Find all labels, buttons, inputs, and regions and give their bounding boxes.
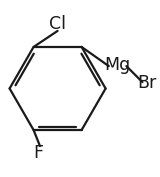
Text: Mg: Mg [104,56,131,74]
Text: Cl: Cl [49,15,66,33]
Text: Br: Br [137,74,156,92]
Text: F: F [33,144,43,162]
